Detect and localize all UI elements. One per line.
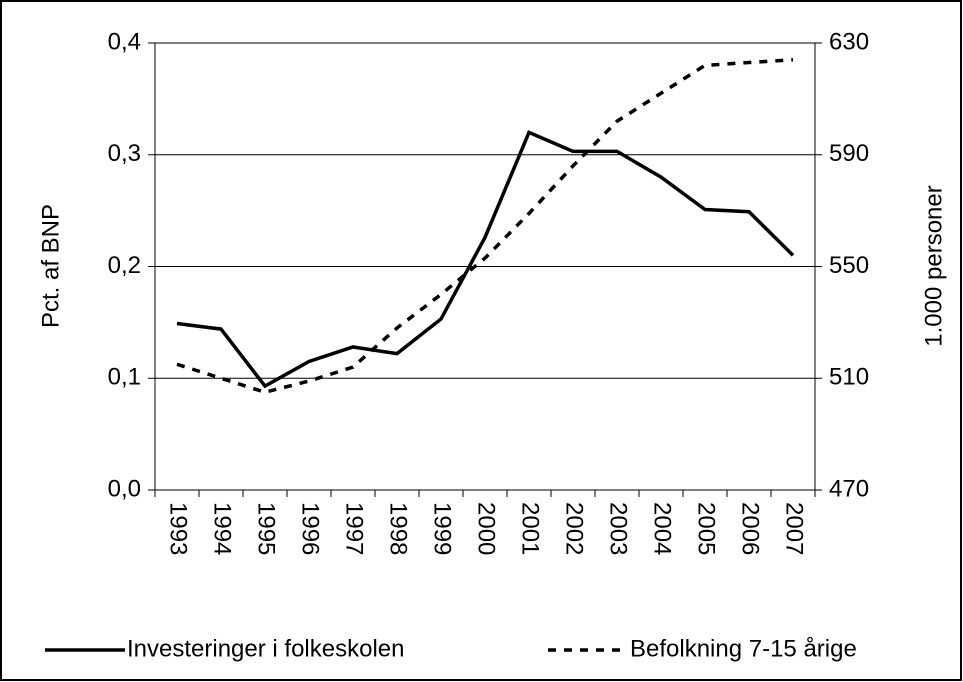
y-tick-label: 0,3	[108, 140, 141, 167]
y-axis-title: Pct. af BNP	[37, 204, 64, 328]
y2-axis-title: 1.000 personer	[920, 185, 947, 346]
y-tick-label: 0,0	[108, 475, 141, 502]
legend-label: Befolkning 7-15 årige	[630, 635, 857, 662]
y2-tick-label: 470	[829, 475, 869, 502]
x-tick-label: 1993	[165, 502, 192, 555]
x-tick-label: 2006	[737, 502, 764, 555]
y-tick-label: 0,1	[108, 364, 141, 391]
x-tick-label: 1996	[297, 502, 324, 555]
y2-tick-label: 510	[829, 364, 869, 391]
x-tick-label: 1994	[209, 502, 236, 555]
x-tick-label: 2005	[693, 502, 720, 555]
y-tick-label: 0,4	[108, 28, 141, 55]
line-series	[176, 58, 794, 395]
x-tick-label: 1997	[341, 502, 368, 555]
legend-label: Investeringer i folkeskolen	[127, 635, 404, 662]
x-tick-label: 2003	[605, 502, 632, 555]
x-tick-label: 2002	[561, 502, 588, 555]
y2-tick-label: 550	[829, 252, 869, 279]
x-tick-label: 2001	[517, 502, 544, 555]
x-tick-label: 1998	[385, 502, 412, 555]
x-tick-label: 2007	[781, 502, 808, 555]
y2-tick-label: 590	[829, 140, 869, 167]
x-tick-label: 1999	[429, 502, 456, 555]
x-tick-label: 2000	[473, 502, 500, 555]
y-tick-label: 0,2	[108, 252, 141, 279]
x-tick-label: 1995	[253, 502, 280, 555]
x-tick-label: 2004	[649, 502, 676, 555]
line-series	[176, 130, 795, 389]
y2-tick-label: 630	[829, 28, 869, 55]
